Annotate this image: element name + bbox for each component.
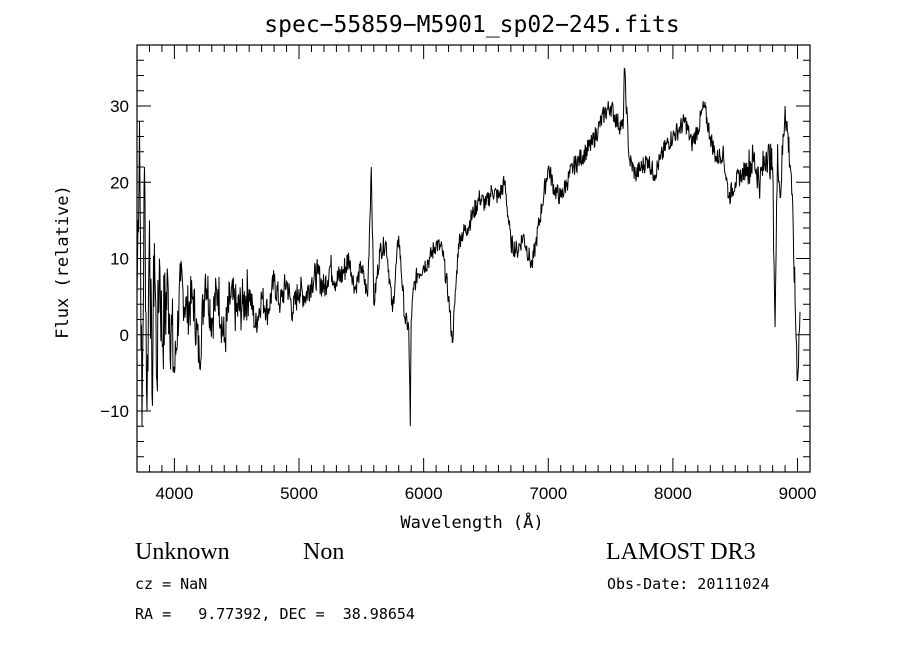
chart-title: spec−55859−M5901_sp02−245.fits <box>264 12 679 38</box>
redshift-value: cz = NaN <box>135 575 207 593</box>
y-tick-label: 30 <box>110 97 129 116</box>
object-class: Unknown <box>135 539 230 565</box>
ra-dec-coordinates: RA = 9.77392, DEC = 38.98654 <box>135 605 415 623</box>
y-tick-label: 20 <box>110 173 129 192</box>
x-tick-label: 5000 <box>280 484 318 503</box>
x-tick-label: 4000 <box>155 484 193 503</box>
axis-tick-labels: 4000 5000 6000 7000 8000 9000 −10 0 10 20 30 <box>100 97 816 503</box>
plot-frame <box>136 44 811 473</box>
spectrum-line <box>136 67 801 427</box>
x-tick-label: 7000 <box>529 484 567 503</box>
survey-name: LAMOST DR3 <box>606 539 756 565</box>
x-tick-label: 8000 <box>654 484 692 503</box>
y-axis-label: Flux (relative) <box>53 185 73 339</box>
axis-ticks <box>137 44 811 473</box>
y-tick-label: −10 <box>100 402 129 421</box>
object-subclass: Non <box>303 539 344 565</box>
y-tick-label: 10 <box>110 250 129 269</box>
x-axis-label: Wavelength (Å) <box>400 511 543 533</box>
x-tick-label: 9000 <box>779 484 817 503</box>
y-tick-label: 0 <box>120 326 129 345</box>
x-tick-label: 6000 <box>405 484 443 503</box>
observation-date: Obs-Date: 20111024 <box>607 575 770 593</box>
